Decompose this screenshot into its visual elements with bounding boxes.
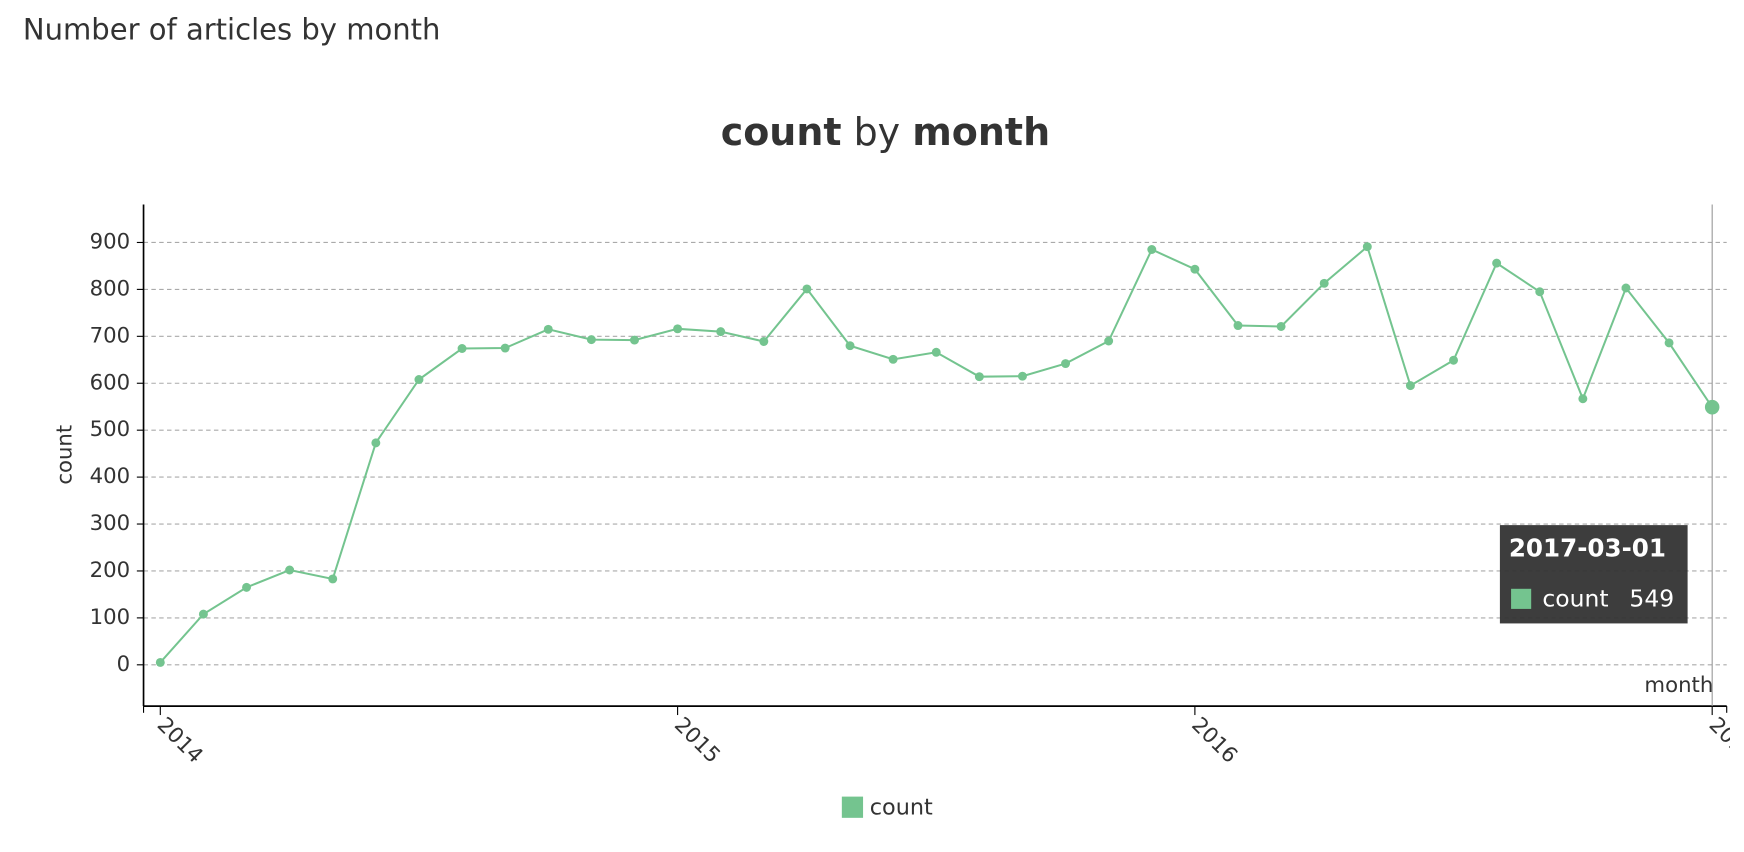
point [586, 335, 596, 345]
point [1276, 321, 1286, 331]
point [1704, 399, 1720, 415]
point [1190, 264, 1200, 274]
point [198, 609, 208, 619]
point [1535, 287, 1545, 297]
tooltip-value: 549 [1629, 584, 1674, 612]
point [845, 341, 855, 351]
point [1664, 338, 1674, 348]
point [630, 335, 639, 345]
y-tick-label: 0 [117, 652, 131, 677]
title-part: month [912, 110, 1050, 154]
point [543, 324, 553, 334]
point [328, 574, 338, 584]
x-tick-group: 2014 2015 2016 2017 [152, 713, 1744, 769]
line [159, 244, 1714, 664]
y-tick-label: 100 [90, 605, 131, 630]
point [242, 582, 251, 592]
y-tick-label: 400 [90, 464, 131, 489]
point [1405, 381, 1415, 391]
point [1492, 258, 1502, 268]
y-tick-label: 200 [90, 558, 131, 583]
title-part: by [854, 110, 901, 154]
chart-title: count by month [721, 110, 1050, 154]
point [457, 344, 467, 353]
x-tick-label: 2016 [1186, 713, 1242, 769]
point [414, 375, 424, 384]
x-axis-label: month [1644, 673, 1713, 698]
point [1147, 245, 1157, 254]
y-tick-label: 900 [90, 229, 131, 254]
point [1061, 359, 1071, 369]
legend-label: count [870, 794, 933, 820]
point [1578, 394, 1588, 404]
tooltip-swatch [1511, 588, 1532, 609]
point [1233, 321, 1243, 330]
point [500, 343, 510, 353]
tooltip-title: 2017-03-01 [1509, 534, 1666, 563]
point [285, 565, 295, 575]
y-tick-label: 500 [90, 417, 131, 442]
tooltip-name: count [1542, 584, 1608, 612]
x-tick-label: 2017 [1704, 713, 1744, 769]
point [759, 337, 769, 346]
legend-swatch [841, 796, 864, 818]
point [1319, 278, 1329, 288]
y-tick-label: 600 [90, 370, 131, 395]
point [716, 327, 726, 337]
point [1104, 336, 1114, 346]
x-tick-label: 2015 [669, 713, 725, 769]
x-tick-label: 2014 [152, 713, 208, 769]
y-axis-label: count [52, 425, 77, 485]
point [1449, 355, 1459, 365]
point [974, 372, 984, 382]
point [1362, 242, 1372, 252]
point [155, 657, 165, 667]
point [673, 324, 683, 334]
page-title: Number of articles by month [23, 12, 441, 46]
point [931, 347, 941, 357]
point [371, 438, 381, 448]
point [1621, 283, 1631, 293]
title-part: count [721, 110, 842, 154]
y-tick-label: 700 [90, 323, 131, 348]
y-tick-label: 300 [90, 511, 131, 536]
point [802, 284, 812, 294]
point [1017, 371, 1027, 381]
point [888, 354, 898, 364]
y-tick-label: 800 [90, 276, 131, 301]
